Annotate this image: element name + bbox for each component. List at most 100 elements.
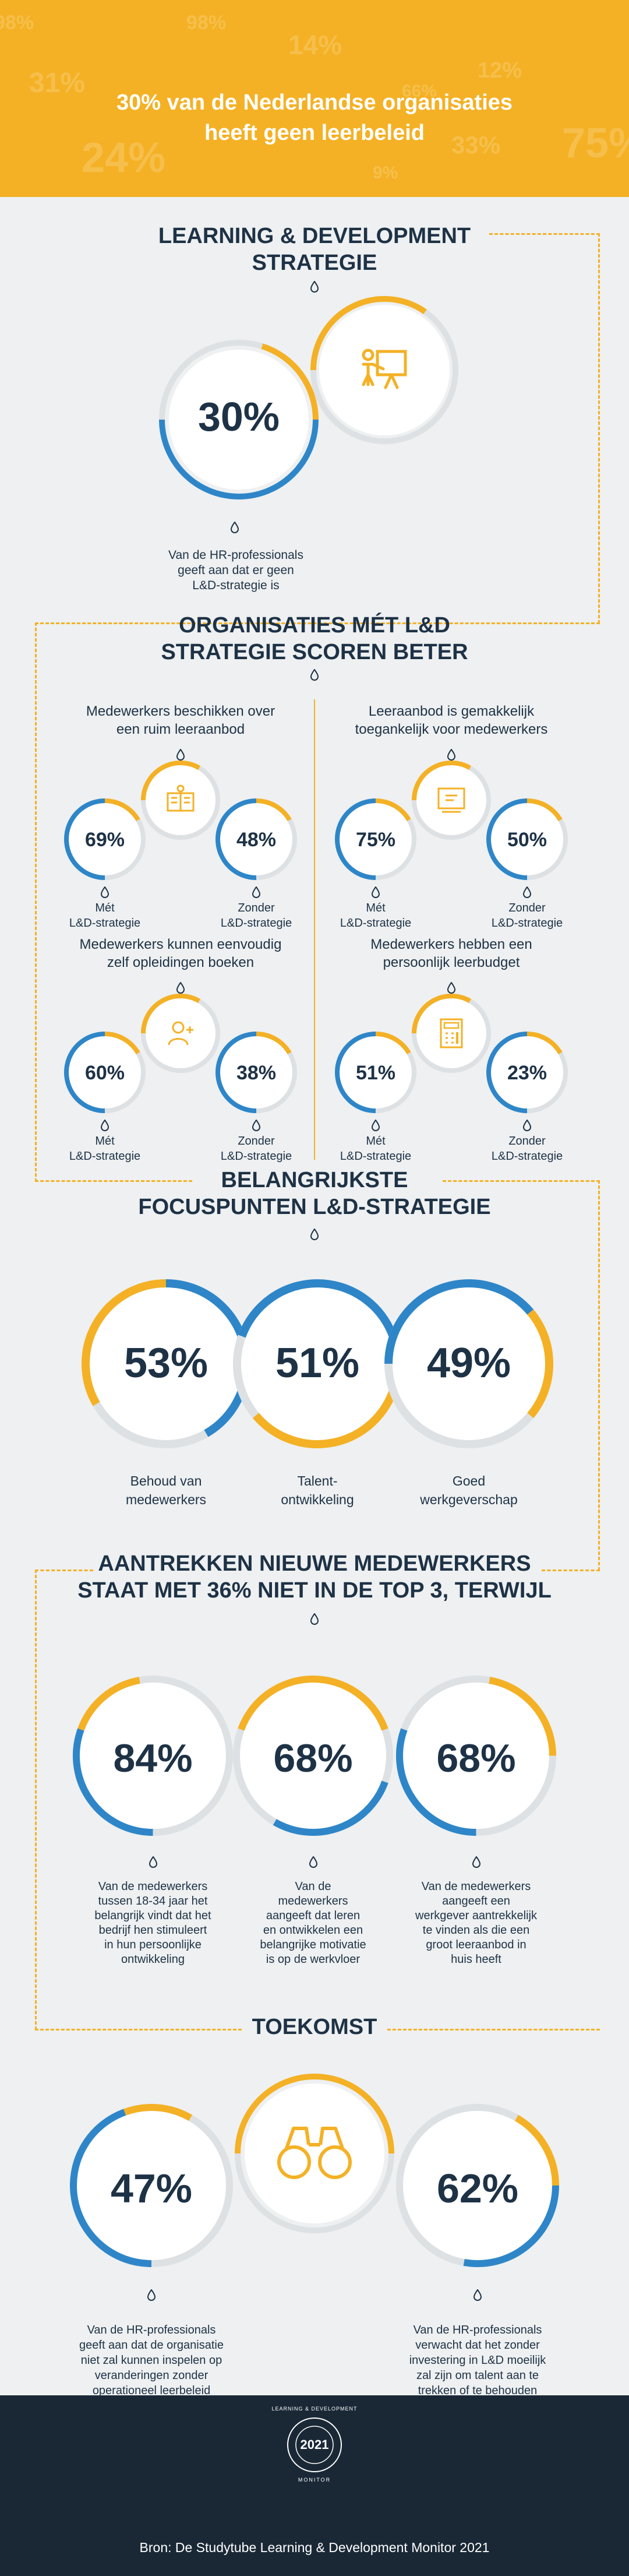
connector-line xyxy=(35,1569,93,1571)
caption-line: Van de HR-professionals xyxy=(168,548,303,562)
caption-line: in hun persoonlijke xyxy=(104,1938,202,1951)
met-label-line: Mét xyxy=(95,1135,115,1148)
hero-bg-number: 66% xyxy=(402,82,437,101)
stat-caption-30: Van de HR-professionals geeft aan dat er… xyxy=(140,548,332,593)
attract-ring xyxy=(396,1676,556,1836)
binoculars-ring xyxy=(235,2074,394,2233)
comparison-icon-ring xyxy=(141,994,220,1073)
zonder-ring xyxy=(215,798,297,880)
zonder-label-line: Zonder xyxy=(508,902,546,914)
section-title-line: STRATEGIE SCOREN BETER xyxy=(161,640,468,664)
zonder-label-line: L&D-strategie xyxy=(220,917,292,930)
hero-bg-number: 9% xyxy=(373,163,398,182)
zonder-label: Zonder L&D-strategie xyxy=(478,900,577,931)
met-value: 60% xyxy=(84,1062,125,1084)
zonder-ring xyxy=(486,798,568,880)
comparison-title: Medewerkers beschikken over een ruim leer… xyxy=(55,702,306,738)
caption-line: aangeeft dat leren xyxy=(266,1909,361,1922)
connector-line xyxy=(443,1180,600,1182)
caption-line: huis heeft xyxy=(451,1953,501,1966)
zonder-label: Zonder L&D-strategie xyxy=(478,1134,577,1164)
presentation-ring xyxy=(310,295,458,444)
future-value: 62% xyxy=(436,2166,519,2211)
hero-title: 30% van de Nederlandse organisaties heef… xyxy=(52,87,577,148)
hero-bg-number: 31% xyxy=(29,68,86,98)
badge-text: LEARNING & DEVELOPMENT xyxy=(271,2406,358,2412)
drop-marker-icon xyxy=(230,522,239,533)
focus-label: Behoud van medewerkers xyxy=(108,1472,224,1509)
focus-label-line: Talent- xyxy=(297,1473,338,1488)
attract-ring xyxy=(233,1676,393,1836)
comparison-title-line: Medewerkers kunnen eenvoudig xyxy=(79,937,282,952)
zonder-label: Zonder L&D-strategie xyxy=(207,1134,306,1164)
focus-label-line: medewerkers xyxy=(125,1492,207,1507)
caption-line: geeft aan dat de organisatie xyxy=(79,2339,224,2352)
section-title-strategy: LEARNING & DEVELOPMENT STRATEGIE xyxy=(82,223,547,276)
caption-line: werkgever aantrekkelijk xyxy=(415,1909,537,1922)
met-label-line: L&D-strategie xyxy=(340,1150,412,1163)
zonder-label-line: Zonder xyxy=(508,1135,546,1148)
future-caption: Van de HR-professionals geeft aan dat de … xyxy=(58,2322,245,2398)
drop-marker-icon xyxy=(100,1120,109,1131)
add-user-icon xyxy=(168,1021,193,1046)
met-label-line: Mét xyxy=(95,902,115,914)
met-value: 51% xyxy=(355,1062,396,1084)
met-label: Mét L&D-strategie xyxy=(55,900,154,931)
met-label-line: Mét xyxy=(366,902,386,914)
caption-line: en ontwikkelen een xyxy=(263,1924,363,1937)
monitor-badge-icon xyxy=(287,2417,342,2472)
met-label-line: Mét xyxy=(366,1135,386,1148)
hero-bg-number: 33% xyxy=(451,131,501,159)
section-title-line: FOCUSPUNTEN L&D-STRATEGIE xyxy=(138,1195,491,1219)
hero-bg-number: 98% xyxy=(0,12,34,34)
binoculars-icon xyxy=(277,2127,352,2179)
attract-caption: Van de medewerkers tussen 18-34 jaar het b… xyxy=(82,1880,224,1967)
focus-label: Goed werkgeverschap xyxy=(411,1472,527,1509)
connector-line xyxy=(35,622,37,1182)
caption-line: tussen 18-34 jaar het xyxy=(98,1895,208,1908)
caption-line: trekken of te behouden xyxy=(418,2384,538,2397)
presentation-icon xyxy=(362,349,407,389)
stat-value-30: 30% xyxy=(197,394,280,439)
drop-marker-icon xyxy=(149,1856,158,1868)
caption-line: medewerkers xyxy=(278,1895,348,1908)
caption-line: is op de werkvloer xyxy=(266,1953,361,1966)
zonder-value: 23% xyxy=(507,1062,547,1084)
focus-label-line: Goed xyxy=(452,1473,486,1488)
badge-year: 2021 xyxy=(300,2437,329,2452)
source-text: Bron: De Studytube Learning & Developmen… xyxy=(139,2540,490,2555)
focus-value: 49% xyxy=(426,1340,511,1386)
zonder-label-line: Zonder xyxy=(238,1135,275,1148)
zonder-value: 38% xyxy=(236,1062,277,1084)
zonder-ring xyxy=(215,1032,297,1113)
zonder-label: Zonder L&D-strategie xyxy=(207,900,306,931)
section-title-line: ORGANISATIES MÉT L&D xyxy=(179,613,450,638)
caption-line: operationeel leerbeleid xyxy=(92,2384,211,2397)
zonder-label-line: Zonder xyxy=(238,902,275,914)
drop-marker-icon xyxy=(176,749,185,761)
caption-line: aangeeft een xyxy=(442,1895,510,1908)
section-title-future: TOEKOMST xyxy=(252,2015,377,2039)
connector-line xyxy=(35,622,600,624)
grid-divider xyxy=(314,699,315,1160)
future-ring xyxy=(396,2104,559,2267)
hero-bg-number: 98% xyxy=(186,12,227,34)
focus-label-line: ontwikkeling xyxy=(281,1492,354,1507)
comparison-title-line: toegankelijk voor medewerkers xyxy=(355,722,548,737)
caption-line: L&D-strategie is xyxy=(192,579,280,592)
zonder-ring xyxy=(486,1032,568,1113)
drop-marker-icon xyxy=(252,886,261,898)
focus-ring xyxy=(233,1279,402,1448)
comparison-title: Medewerkers kunnen eenvoudig zelf opleidi… xyxy=(55,935,306,972)
future-value: 47% xyxy=(110,2166,193,2211)
met-value: 75% xyxy=(355,829,396,851)
hero-title-line: heeft geen leerbeleid xyxy=(204,121,425,145)
attract-caption: Van de medewerkers aangeeft dat leren en on… xyxy=(242,1880,384,1967)
met-label-line: L&D-strategie xyxy=(69,1150,141,1163)
caption-line: niet zal kunnen inspelen op xyxy=(80,2354,222,2367)
drop-marker-icon xyxy=(472,1856,481,1868)
drop-marker-icon xyxy=(310,1229,319,1240)
drop-marker-icon xyxy=(447,982,456,994)
met-ring xyxy=(64,1032,146,1113)
hero-bg-number: 75% xyxy=(562,120,629,167)
